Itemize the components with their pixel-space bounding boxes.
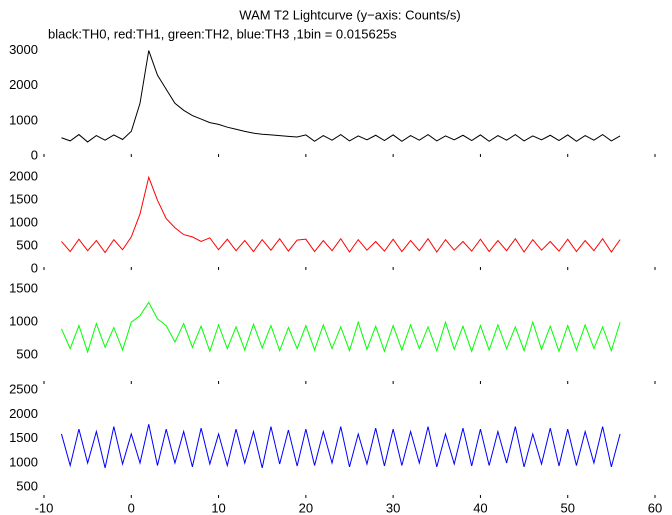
- x-tick-label: 20: [299, 500, 313, 515]
- y-tick-label: 1500: [9, 430, 38, 445]
- y-tick-label: 500: [16, 238, 38, 253]
- y-tick-label: 1000: [9, 215, 38, 230]
- y-tick-label: 0: [31, 260, 38, 275]
- x-tick-label: 50: [560, 500, 574, 515]
- y-tick-label: 2000: [9, 406, 38, 421]
- x-tick-label: 10: [211, 500, 225, 515]
- lightcurve: [61, 301, 621, 354]
- y-tick-label: 500: [16, 479, 38, 494]
- chart-title: WAM T2 Lightcurve (y−axis: Counts/s): [239, 7, 460, 22]
- x-tick-label: 0: [128, 500, 135, 515]
- y-tick-label: 500: [16, 347, 38, 362]
- x-tick-label: -10: [35, 500, 54, 515]
- lightcurve: [60, 424, 621, 469]
- x-tick-label: 40: [473, 500, 487, 515]
- lightcurve: [61, 175, 621, 254]
- x-tick-label: 30: [386, 500, 400, 515]
- y-tick-label: 3000: [9, 42, 38, 57]
- y-tick-label: 0: [31, 147, 38, 162]
- y-tick-label: 2500: [9, 382, 38, 397]
- y-tick-label: 1000: [9, 454, 38, 469]
- y-tick-label: 1500: [9, 281, 38, 296]
- y-tick-label: 2000: [9, 77, 38, 92]
- y-tick-label: 1500: [9, 192, 38, 207]
- x-tick-label: 60: [648, 500, 662, 515]
- y-tick-label: 1000: [9, 314, 38, 329]
- y-tick-label: 1000: [9, 112, 38, 127]
- lightcurve: [61, 50, 621, 143]
- y-tick-label: 2000: [9, 169, 38, 184]
- chart-subtitle: black:TH0, red:TH1, green:TH2, blue:TH3 …: [48, 26, 397, 41]
